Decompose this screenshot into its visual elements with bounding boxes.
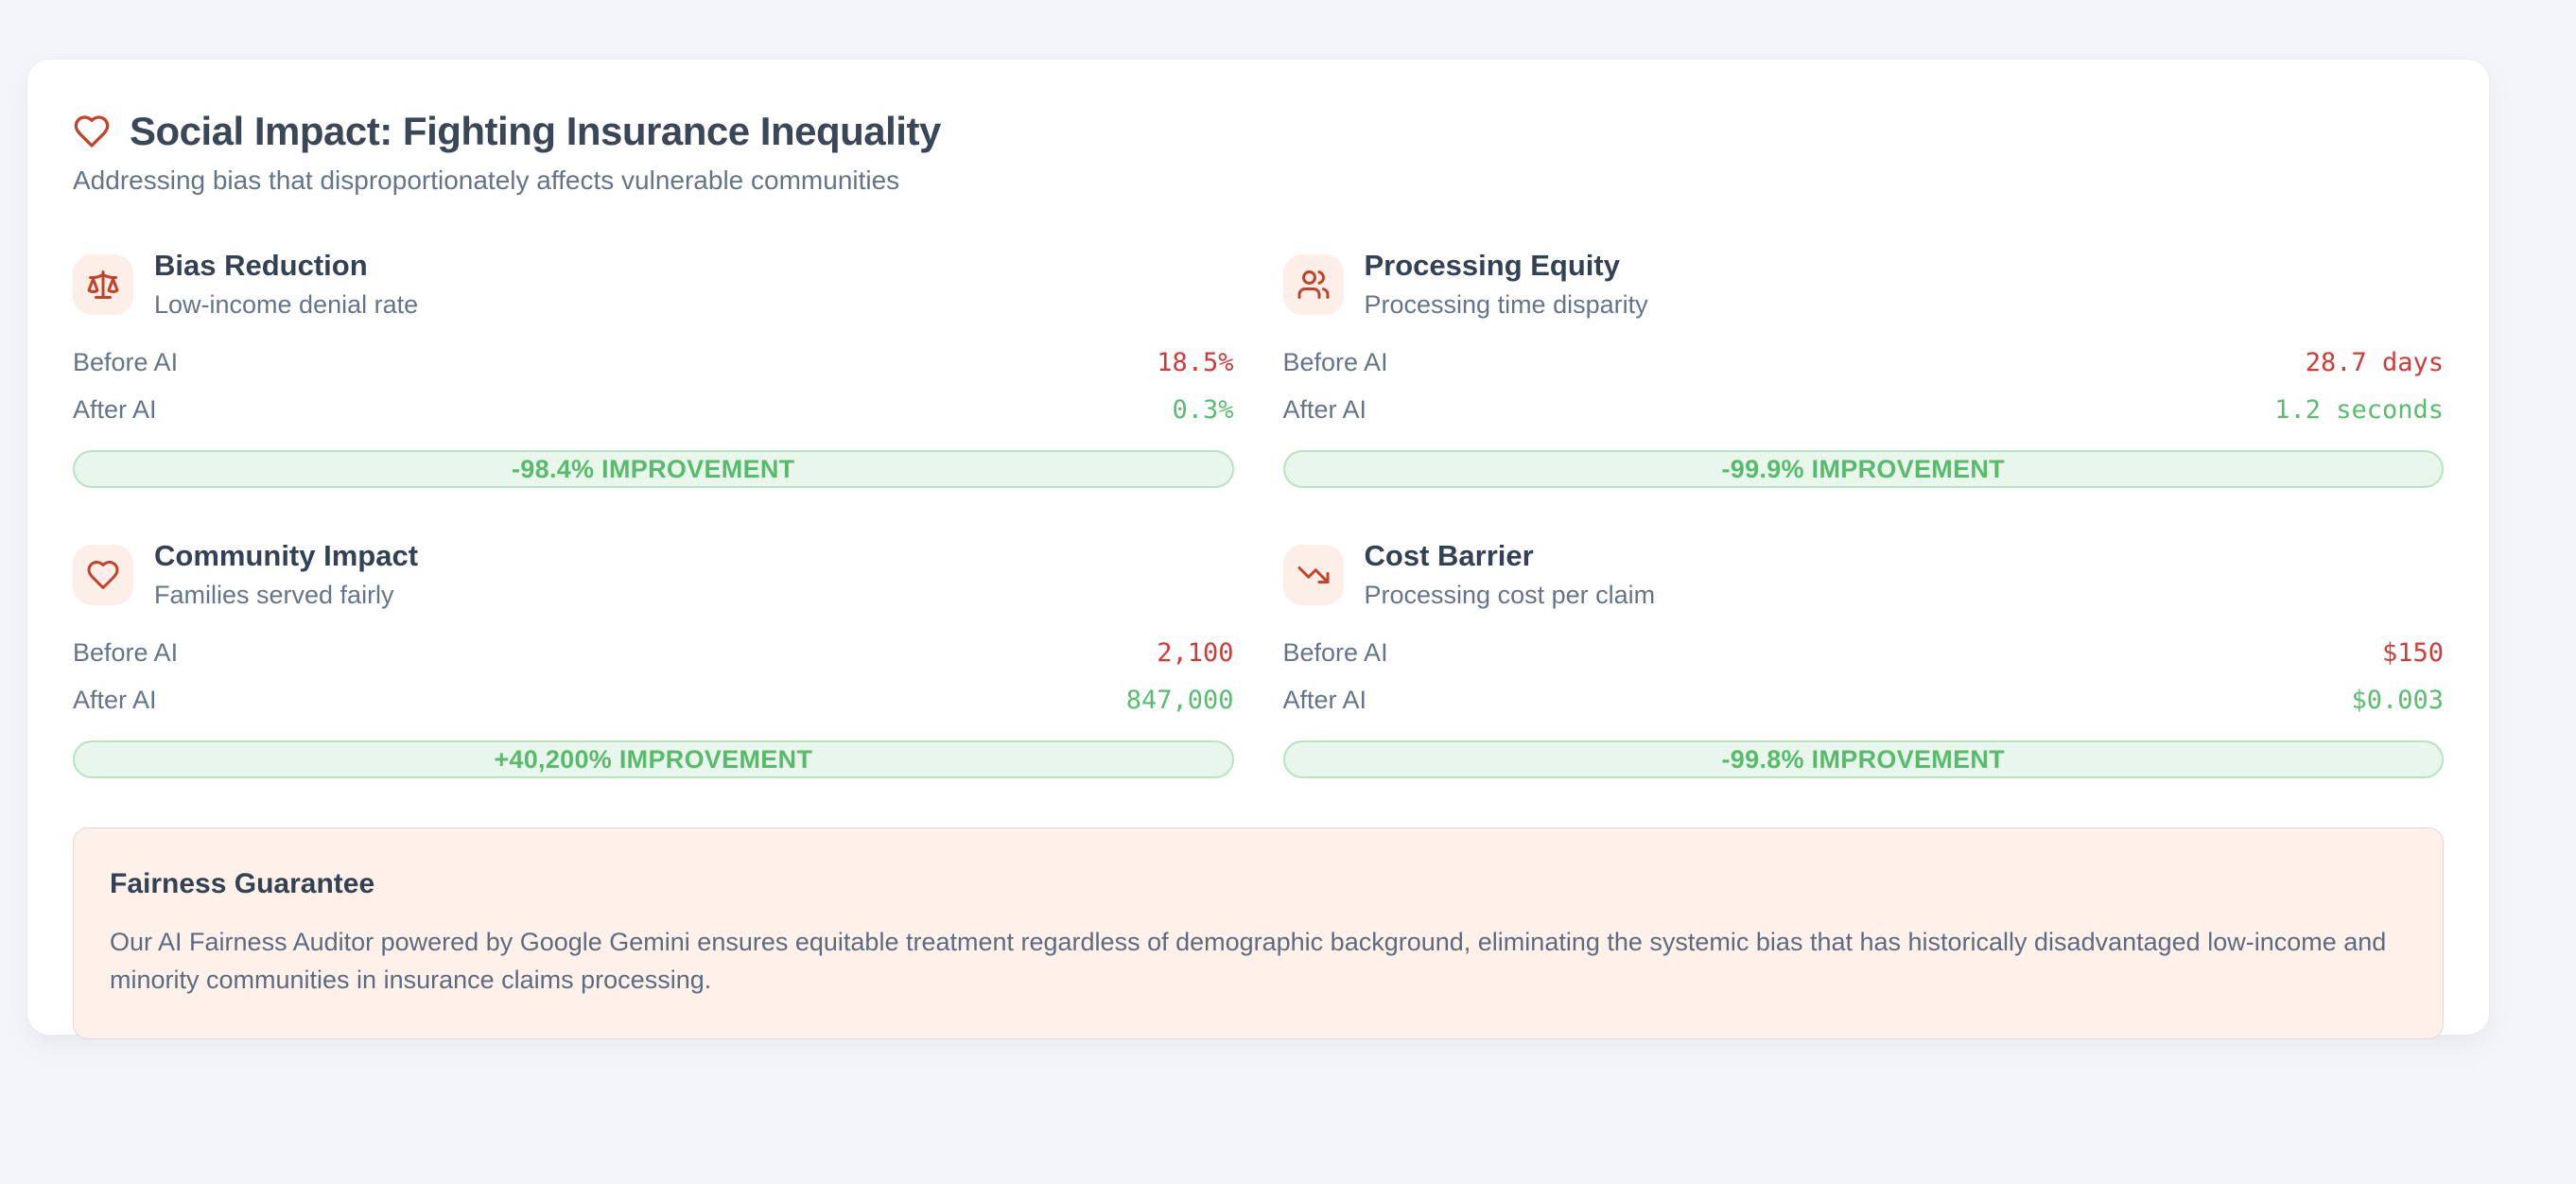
after-ai-row: After AI $0.003 <box>1283 684 2445 716</box>
before-ai-row: Before AI 2,100 <box>73 636 1234 669</box>
after-ai-value: 847,000 <box>1125 685 1234 715</box>
metric-card-cost-barrier: Cost Barrier Processing cost per claim B… <box>1282 539 2445 778</box>
after-ai-value: $0.003 <box>2351 685 2444 715</box>
metric-title: Processing Equity <box>1364 249 1620 282</box>
improvement-badge: -99.8% IMPROVEMENT <box>1282 740 2444 778</box>
after-ai-label: After AI <box>1282 394 1367 424</box>
heart-icon <box>87 560 119 589</box>
before-ai-value: 2,100 <box>1157 637 1234 668</box>
before-ai-label: Before AI <box>1282 637 1388 667</box>
before-ai-label: Before AI <box>73 347 179 376</box>
metric-title: Bias Reduction <box>154 249 368 282</box>
before-ai-value: 18.5% <box>1157 347 1234 377</box>
fairness-body: Our AI Fairness Auditor powered by Googl… <box>110 928 2387 994</box>
metric-card-community-impact: Community Impact Families served fairly … <box>73 539 1234 778</box>
icon-tile <box>1282 253 1344 315</box>
metric-subtitle: Processing cost per claim <box>1364 581 1656 609</box>
icon-tile <box>73 253 133 315</box>
after-ai-row: After AI 847,000 <box>73 684 1234 716</box>
fairness-title: Fairness Guarantee <box>110 868 375 899</box>
scales-icon <box>87 270 119 299</box>
after-ai-value: 0.3% <box>1172 394 1234 425</box>
metric-title: Cost Barrier <box>1364 539 1534 572</box>
improvement-badge: -98.4% IMPROVEMENT <box>73 450 1234 488</box>
improvement-badge: +40,200% IMPROVEMENT <box>73 740 1234 778</box>
before-ai-label: Before AI <box>1282 347 1388 376</box>
metric-subtitle: Families served fairly <box>154 581 394 609</box>
metric-subtitle: Low-income denial rate <box>154 290 419 319</box>
icon-tile <box>73 544 133 605</box>
before-ai-row: Before AI $150 <box>1283 636 2445 669</box>
page-subtitle: Addressing bias that disproportionately … <box>73 165 900 195</box>
before-ai-value: 28.7 days <box>2305 347 2444 377</box>
social-impact-card: Social Impact: Fighting Insurance Inequa… <box>26 59 2490 1039</box>
before-ai-row: Before AI 18.5% <box>73 346 1234 378</box>
users-icon <box>1297 270 1329 299</box>
icon-tile <box>1282 544 1344 605</box>
after-ai-label: After AI <box>73 394 157 424</box>
trending-down-icon <box>1297 566 1329 583</box>
after-ai-label: After AI <box>73 685 157 714</box>
card-header: Social Impact: Fighting Insurance Inequa… <box>73 105 2444 196</box>
metrics-grid: Bias Reduction Low-income denial rate Be… <box>73 249 2444 778</box>
heart-icon <box>74 115 110 148</box>
improvement-badge: -99.9% IMPROVEMENT <box>1282 450 2444 488</box>
fairness-guarantee-panel: Fairness Guarantee Our AI Fairness Audit… <box>73 827 2444 1039</box>
after-ai-value: 1.2 seconds <box>2274 394 2444 425</box>
metric-title: Community Impact <box>154 539 419 572</box>
page-title: Social Impact: Fighting Insurance Inequa… <box>130 109 941 153</box>
before-ai-value: $150 <box>2381 637 2444 668</box>
metric-card-processing-equity: Processing Equity Processing time dispar… <box>1282 249 2445 488</box>
metric-card-bias-reduction: Bias Reduction Low-income denial rate Be… <box>73 249 1234 488</box>
after-ai-row: After AI 0.3% <box>73 393 1234 426</box>
after-ai-row: After AI 1.2 seconds <box>1283 393 2445 426</box>
after-ai-label: After AI <box>1282 685 1367 714</box>
before-ai-row: Before AI 28.7 days <box>1283 346 2445 378</box>
before-ai-label: Before AI <box>73 637 179 667</box>
metric-subtitle: Processing time disparity <box>1364 290 1648 319</box>
